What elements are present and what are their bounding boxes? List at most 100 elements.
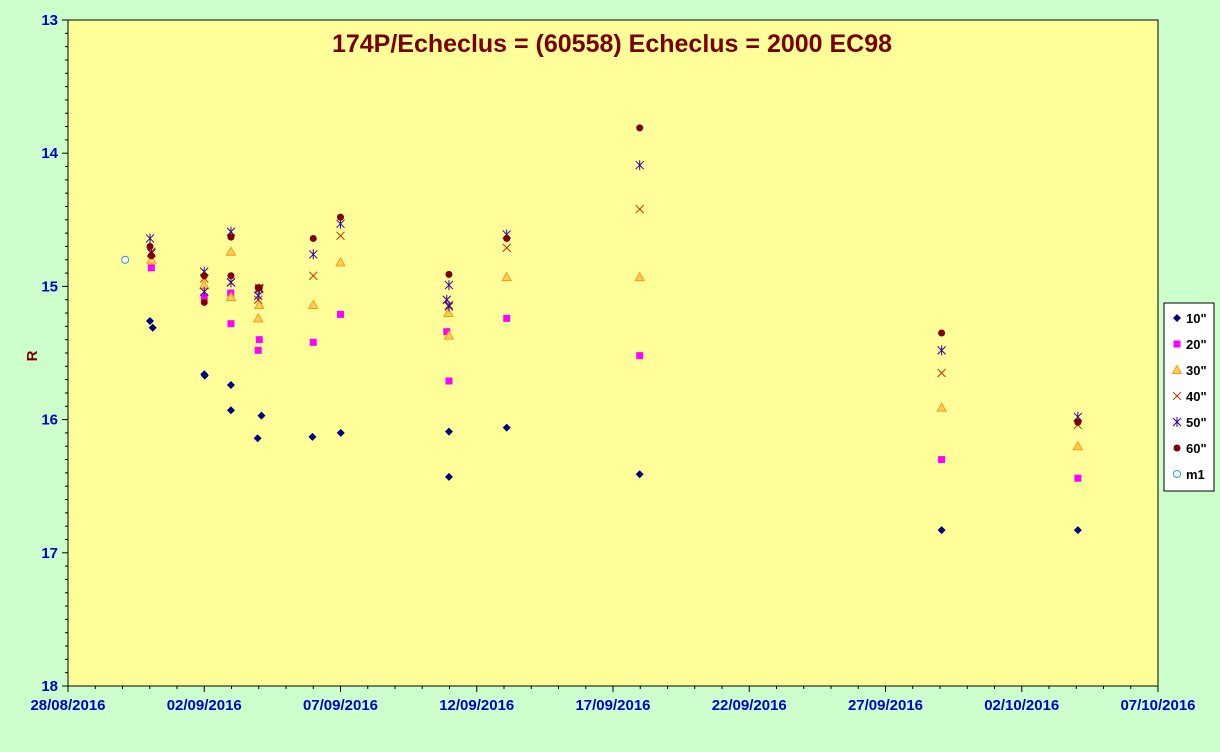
legend-box: [1163, 302, 1215, 492]
data-point: [444, 472, 453, 481]
legend-label: 40": [1186, 389, 1207, 404]
data-point: [308, 249, 318, 260]
data-point: [148, 323, 157, 332]
data-point: [936, 402, 947, 412]
data-point: [226, 380, 235, 389]
legend-marker: [1172, 417, 1182, 427]
y-tick-label: 17: [41, 545, 58, 562]
data-point: [255, 336, 263, 344]
y-tick-label: 14: [41, 145, 58, 162]
data-point: [226, 406, 235, 415]
x-tick-label: 17/09/2016: [575, 697, 650, 714]
data-point: [636, 124, 644, 132]
data-point: [199, 286, 209, 297]
legend-marker: [1173, 470, 1181, 478]
data-point: [337, 310, 344, 318]
data-point: [502, 423, 511, 432]
data-point: [227, 233, 235, 241]
data-point: [145, 233, 155, 244]
x-tick-label: 02/10/2016: [984, 697, 1059, 714]
legend-label: 50": [1186, 415, 1207, 430]
data-point: [445, 270, 453, 278]
data-point: [937, 368, 946, 378]
data-point: [336, 231, 345, 241]
data-point: [444, 427, 453, 436]
data-point: [255, 284, 263, 292]
data-point: [146, 317, 155, 326]
data-point: [309, 338, 317, 346]
y-tick-label: 16: [41, 412, 58, 429]
data-point: [503, 314, 511, 322]
data-point: [444, 280, 454, 291]
data-point: [335, 256, 346, 267]
legend-label: 30": [1186, 363, 1207, 378]
x-tick-label: 07/09/2016: [303, 697, 378, 714]
data-point: [200, 293, 208, 301]
legend-label: 20": [1186, 337, 1207, 352]
data-point: [227, 320, 235, 328]
legend-label: 10": [1186, 311, 1207, 326]
plot-area: [67, 19, 1159, 687]
data-point: [443, 307, 454, 318]
legend-marker: [1173, 444, 1181, 452]
y-tick-label: 13: [41, 12, 58, 29]
data-point: [254, 346, 262, 354]
legend-marker: [1172, 391, 1182, 401]
legend-label: m1: [1186, 467, 1205, 482]
x-axis: 28/08/2016 02/09/2016 07/09/2016 12/09/2016…: [30, 686, 1196, 714]
x-tick-label: 27/09/2016: [848, 697, 923, 714]
data-point: [200, 272, 208, 280]
legend-label: 60": [1186, 441, 1207, 456]
data-point: [634, 271, 646, 282]
y-axis: 13 14 15 16 17 18: [41, 12, 68, 695]
data-point: [308, 432, 317, 441]
data-point: [1074, 474, 1082, 482]
x-tick-label: 28/08/2016: [30, 697, 105, 714]
data-point: [635, 470, 644, 479]
y-axis-label: R: [24, 350, 41, 361]
data-point: [225, 246, 237, 256]
data-point: [257, 411, 266, 420]
data-point: [636, 352, 644, 360]
y-tick-label: 18: [41, 678, 58, 695]
data-point: [337, 213, 344, 221]
data-point: [200, 371, 209, 380]
data-point: [147, 264, 155, 272]
data-point: [146, 242, 154, 250]
data-point: [635, 160, 645, 171]
data-point: [1072, 440, 1084, 451]
legend-marker: [1171, 364, 1183, 374]
data-point: [444, 301, 454, 312]
data-point: [308, 271, 318, 281]
legend-marker: [1173, 340, 1181, 348]
data-point: [937, 526, 946, 535]
data-point: [253, 434, 262, 443]
data-point: [253, 299, 265, 310]
data-point: [445, 377, 453, 385]
x-tick-label: 22/09/2016: [712, 697, 787, 714]
data-point: [225, 291, 237, 302]
data-point: [147, 252, 155, 260]
data-point: [307, 299, 319, 310]
data-point: [1074, 418, 1082, 426]
data-point: [227, 272, 235, 280]
data-point: [200, 298, 208, 306]
legend-marker: [1173, 314, 1181, 322]
data-point: [501, 271, 513, 282]
data-point: [1073, 526, 1082, 535]
data-point: [938, 329, 946, 337]
data-point: [443, 330, 455, 340]
data-point: [938, 456, 946, 464]
data-point: [336, 428, 345, 437]
legend: 10" 20" 30" 40" 50" 60" m1: [1163, 302, 1215, 492]
data-points: [121, 124, 1084, 535]
data-point: [503, 234, 511, 242]
x-tick-label: 07/10/2016: [1120, 697, 1195, 714]
x-tick-label: 12/09/2016: [439, 697, 514, 714]
data-point: [121, 255, 130, 264]
data-point: [937, 345, 946, 356]
x-tick-label: 02/09/2016: [167, 697, 242, 714]
data-point: [443, 328, 451, 336]
data-point: [635, 204, 645, 214]
